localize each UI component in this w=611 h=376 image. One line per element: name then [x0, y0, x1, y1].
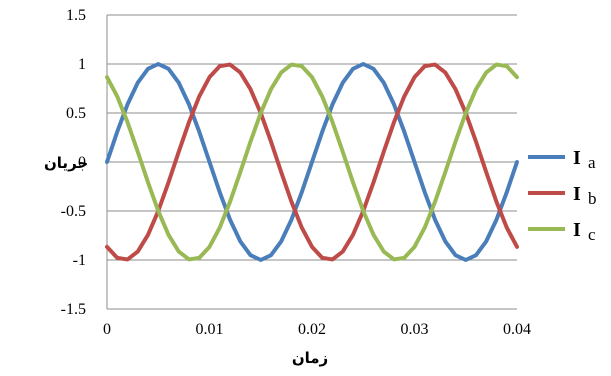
legend-sub-Ia: a	[588, 153, 596, 172]
legend-label-Ic: I	[573, 219, 581, 241]
x-axis-title: زمان	[292, 349, 328, 367]
legend-label-Ib: I	[573, 183, 581, 205]
series-layer	[105, 62, 519, 262]
x-tick-labels: 0 0.01 0.02 0.03 0.04	[103, 321, 531, 338]
series-line-Ib	[105, 62, 519, 262]
series-line-Ia	[105, 62, 519, 262]
legend-sub-Ib: b	[588, 189, 597, 208]
y-tick-label: -0.5	[61, 203, 86, 220]
series-line-Ic	[105, 62, 519, 262]
x-tick-label: 0	[103, 321, 111, 338]
x-tick-label: 0.02	[298, 321, 326, 338]
y-tick-label: 0	[78, 154, 86, 171]
x-tick-label: 0.04	[503, 321, 531, 338]
x-tick-label: 0.03	[401, 321, 429, 338]
y-tick-label: 0.5	[66, 105, 86, 122]
y-axis-title: جریان	[44, 154, 88, 172]
y-tick-labels: 1.5 1 0.5 0 -0.5 -1 -1.5	[61, 7, 86, 318]
legend-label-Ia: I	[573, 147, 581, 169]
y-tick-label: 1	[78, 56, 86, 73]
legend-sub-Ic: c	[588, 225, 596, 244]
x-tick-label: 0.01	[196, 321, 224, 338]
y-tick-label: 1.5	[66, 7, 86, 24]
y-tick-label: -1	[73, 252, 86, 269]
y-tick-label: -1.5	[61, 301, 86, 318]
